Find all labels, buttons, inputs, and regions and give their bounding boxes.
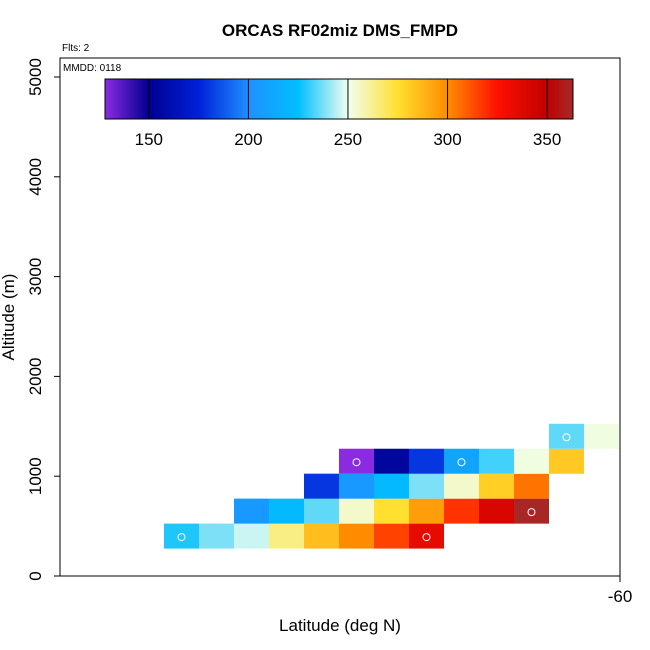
chart-title: ORCAS RF02miz DMS_FMPD: [222, 21, 458, 40]
heatmap-cell: [409, 523, 444, 549]
heatmap-cell: [409, 498, 444, 524]
flight-marker: [562, 433, 571, 442]
heatmap-cell: [514, 448, 549, 474]
flight-marker: [422, 533, 431, 542]
heatmap-cell: [339, 448, 374, 474]
heatmap-cell: [409, 448, 444, 474]
heatmap-cell: [234, 523, 269, 549]
heatmap-cell: [269, 498, 304, 524]
heatmap-cell: [339, 473, 374, 499]
heatmap-cell: [514, 473, 549, 499]
y-tick-label: 0: [26, 571, 45, 580]
y-axis: 0 1000 2000 3000 4000 5000: [26, 58, 61, 581]
colorbar-tick-label: 300: [433, 130, 461, 149]
heatmap-cell: [374, 473, 409, 499]
heatmap-cell: [374, 498, 409, 524]
y-tick-label: 1000: [26, 457, 45, 495]
heatmap-cell: [304, 498, 339, 524]
heatmap-cell: [269, 523, 304, 549]
date-note: MMDD: 0118: [63, 63, 122, 74]
x-axis: -60: [60, 575, 633, 606]
heatmap-cell: [479, 473, 514, 499]
heatmap-cell: [514, 498, 549, 524]
heatmap-cell: [479, 498, 514, 524]
y-axis-label: Altitude (m): [0, 274, 18, 361]
flight-marker: [457, 458, 466, 467]
heatmap-cell: [444, 448, 479, 474]
heatmap-cell: [549, 423, 584, 449]
heatmap-cell: [164, 523, 199, 549]
colorbar-tick-label: 250: [334, 130, 362, 149]
colorbar-tick-label: 350: [533, 130, 561, 149]
heatmap-cell: [374, 523, 409, 549]
heatmap-cell: [549, 448, 584, 474]
heatmap-cell: [304, 473, 339, 499]
colorbar-ticks: 150 200 250 300 350: [135, 79, 561, 149]
heatmap-cell: [304, 523, 339, 549]
flight-marker: [352, 458, 361, 467]
heatmap-cell: [199, 523, 234, 549]
flight-marker: [177, 533, 186, 542]
x-axis-label: Latitude (deg N): [279, 616, 401, 635]
y-tick-label: 5000: [26, 58, 45, 96]
heatmap-cell: [339, 498, 374, 524]
heatmap-cell: [374, 448, 409, 474]
y-tick-label: 2000: [26, 357, 45, 395]
heatmap-cell: [444, 473, 479, 499]
x-tick-label: -60: [608, 587, 633, 606]
y-tick-label: 3000: [26, 258, 45, 296]
heatmap-cell: [234, 498, 269, 524]
heatmap-cell: [479, 448, 514, 474]
heatmap-cell: [584, 423, 619, 449]
heatmap-cell: [339, 523, 374, 549]
flights-note: Flts: 2: [62, 43, 90, 54]
colorbar: [104, 78, 574, 120]
heatmap-cell: [444, 498, 479, 524]
heatmap-cell: [409, 473, 444, 499]
flight-marker: [527, 508, 536, 517]
colorbar-tick-label: 200: [234, 130, 262, 149]
y-tick-label: 4000: [26, 158, 45, 196]
colorbar-tick-label: 150: [135, 130, 163, 149]
heatmap-cells: [164, 423, 619, 549]
